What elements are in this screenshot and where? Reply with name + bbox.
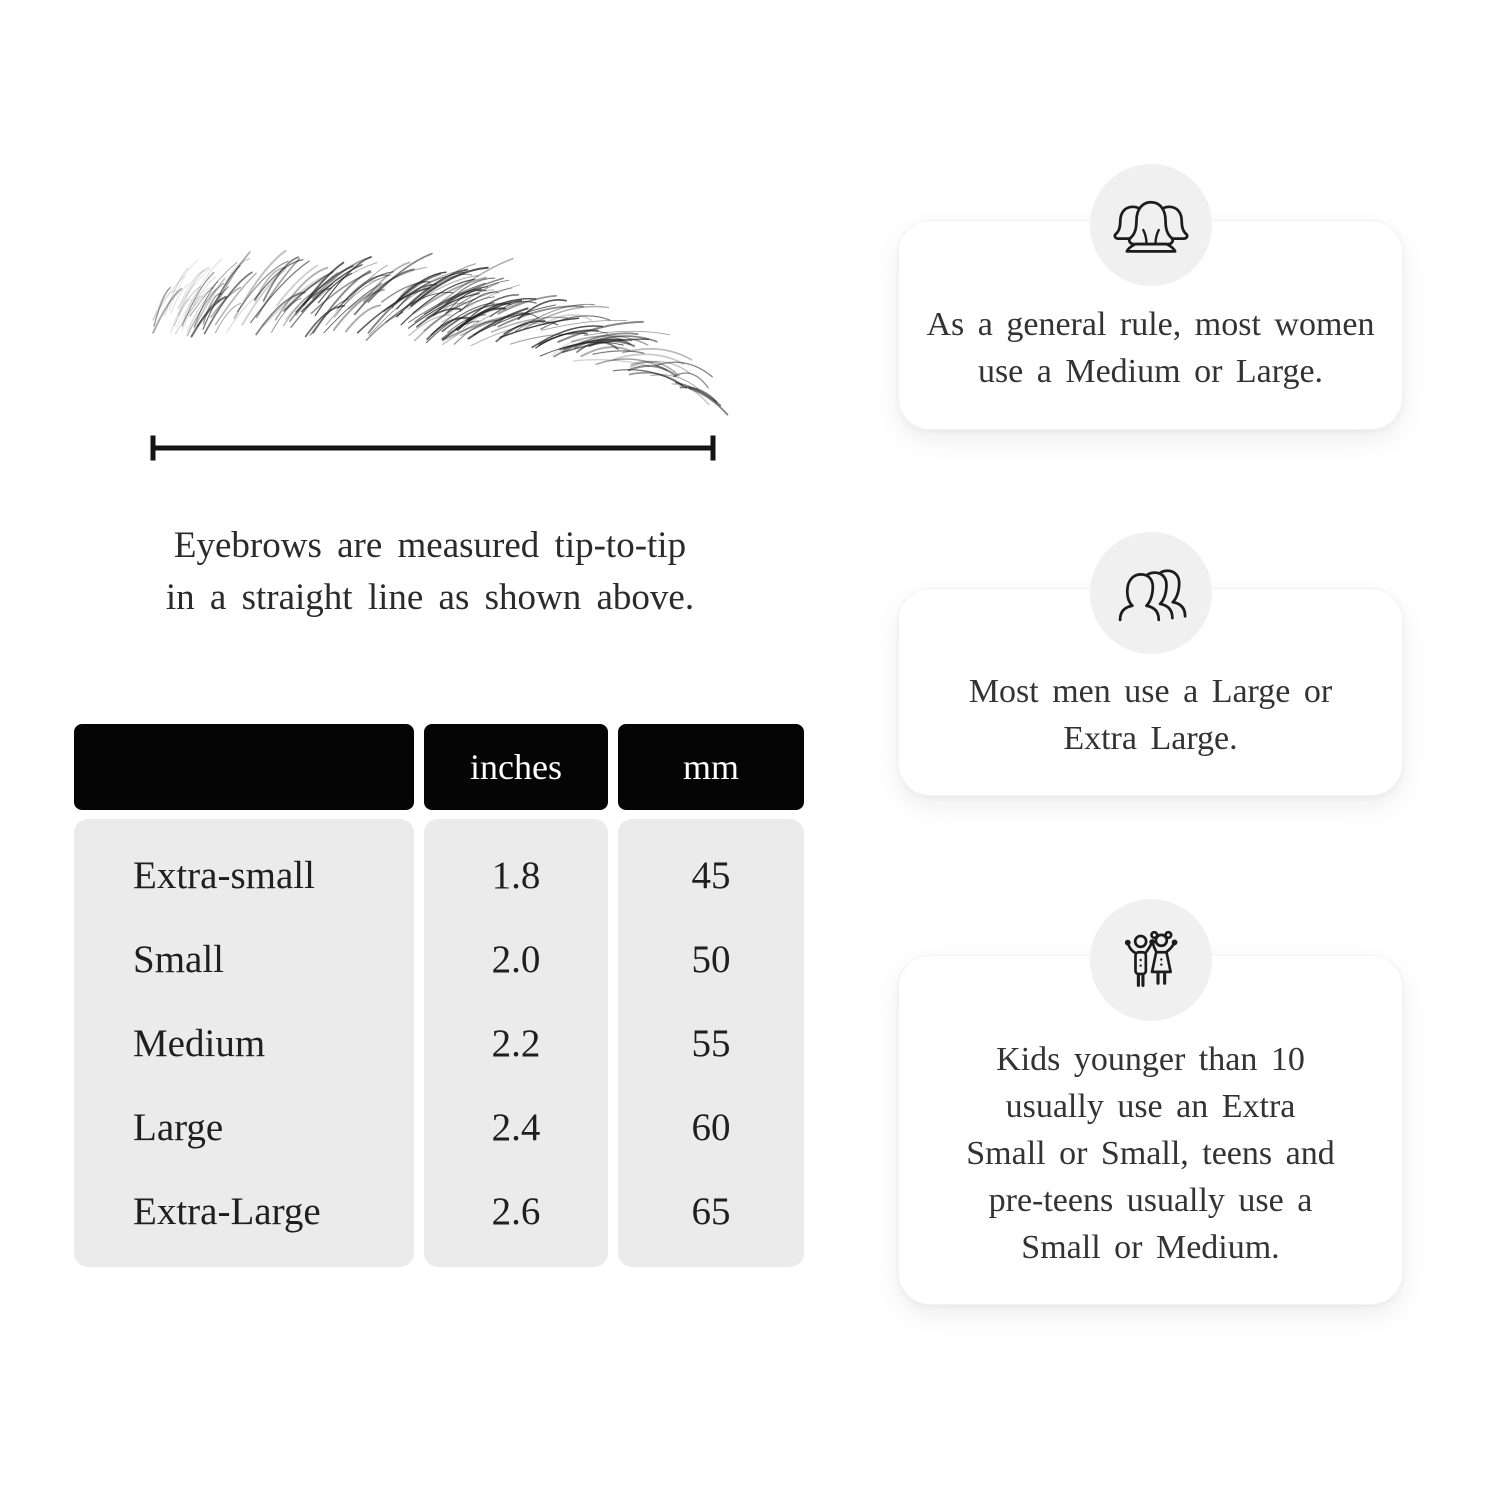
kids-card-line-3: Small or Small, teens and <box>966 1134 1335 1172</box>
kids-sizing-card: Kids younger than 10 usually use an Extr… <box>898 899 1403 1305</box>
table-cell-inches: 2.4 <box>491 1105 541 1149</box>
table-cell-mm: 65 <box>691 1189 731 1233</box>
table-cell-inches: 2.2 <box>491 1021 541 1065</box>
table-row-label: Extra-small <box>133 853 315 897</box>
caption-line-2: in a straight line as shown above. <box>165 577 695 618</box>
eyebrow-sketch-icon <box>151 249 729 416</box>
table-row-label: Small <box>133 937 225 981</box>
table-row-label: Large <box>133 1105 224 1149</box>
size-table: inches mm Extra-small Small Medium Large… <box>74 724 804 1267</box>
men-group-icon <box>1118 568 1186 621</box>
table-row-label: Extra-Large <box>133 1189 321 1233</box>
table-cell-mm: 60 <box>691 1105 731 1149</box>
size-table-body: Extra-small Small Medium Large Extra-Lar… <box>74 819 804 1267</box>
men-card-line-2: Extra Large. <box>1063 720 1238 757</box>
kids-card-text: Kids younger than 10 usually use an Extr… <box>966 1036 1334 1271</box>
table-header-inches: inches <box>424 724 608 810</box>
table-column-inches: 1.8 2.0 2.2 2.4 2.6 <box>424 819 608 1267</box>
table-cell-inches: 1.8 <box>491 853 541 897</box>
men-icon-circle <box>1089 532 1212 654</box>
men-card-line-1: Most men use a Large or <box>968 673 1333 710</box>
table-cell-inches: 2.6 <box>491 1189 541 1233</box>
women-card-text: As a general rule, most women use a Medi… <box>927 301 1375 395</box>
eyebrow-illustration <box>95 226 735 436</box>
women-group-icon <box>1112 200 1189 253</box>
kids-card-line-4: pre-teens usually use a <box>988 1181 1313 1219</box>
kids-card-line-1: Kids younger than 10 <box>996 1040 1305 1078</box>
men-sizing-card: Most men use a Large or Extra Large. <box>898 532 1403 796</box>
kids-icon <box>1124 930 1177 987</box>
table-cell-mm: 55 <box>691 1021 731 1065</box>
table-column-labels: Extra-small Small Medium Large Extra-Lar… <box>74 819 414 1267</box>
tip-to-tip-line-icon <box>150 435 716 461</box>
kids-icon-circle <box>1089 899 1212 1021</box>
women-icon-circle <box>1089 164 1212 286</box>
women-sizing-card: As a general rule, most women use a Medi… <box>898 164 1403 430</box>
kids-card-line-2: usually use an Extra <box>1005 1087 1296 1125</box>
men-card-text: Most men use a Large or Extra Large. <box>969 668 1332 762</box>
women-card-line-1: As a general rule, most women <box>926 306 1375 343</box>
table-column-mm: 45 50 55 60 65 <box>618 819 804 1267</box>
kids-card-line-5: Small or Medium. <box>1021 1228 1280 1266</box>
women-card-line-2: use a Medium or Large. <box>977 353 1324 390</box>
table-row-label: Medium <box>133 1021 266 1065</box>
size-table-header: inches mm <box>74 724 804 810</box>
table-header-mm: mm <box>618 724 804 810</box>
table-header-size <box>74 724 414 810</box>
caption-line-1: Eyebrows are measured tip-to-tip <box>173 525 687 566</box>
measurement-caption: Eyebrows are measured tip-to-tip in a st… <box>70 520 790 624</box>
table-cell-inches: 2.0 <box>491 937 541 981</box>
table-cell-mm: 50 <box>691 937 731 981</box>
measurement-line <box>150 434 716 462</box>
table-cell-mm: 45 <box>691 853 731 897</box>
